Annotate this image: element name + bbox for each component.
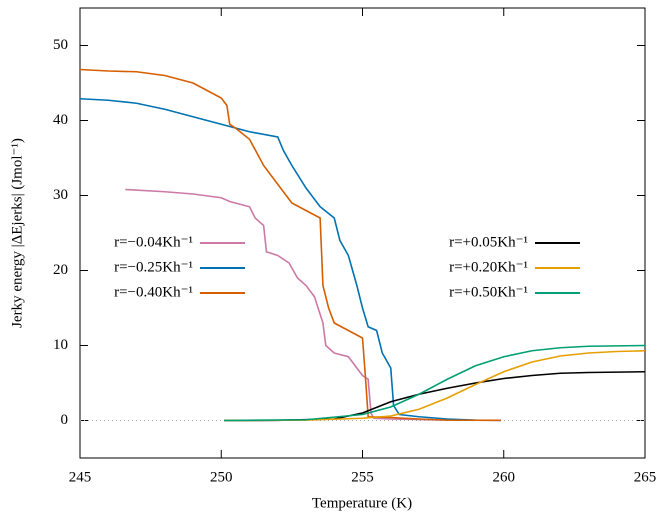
y-tick-label: 40	[53, 112, 68, 128]
y-tick-label: 0	[61, 412, 69, 428]
y-tick-label: 10	[53, 337, 68, 353]
series-line	[224, 344, 646, 422]
x-tick-label: 265	[634, 469, 657, 485]
series-line	[224, 349, 646, 422]
x-tick-label: 250	[210, 469, 233, 485]
legend-label: r=+0.20Kh⁻¹	[449, 259, 528, 275]
legend-label: r=+0.50Kh⁻¹	[449, 284, 528, 300]
x-axis-label: Temperature (K)	[312, 495, 412, 511]
series-line	[224, 370, 646, 422]
legend-label: r=−0.25Kh⁻¹	[114, 259, 193, 275]
legend-label: r=−0.04Kh⁻¹	[114, 234, 193, 250]
y-tick-label: 50	[53, 37, 68, 53]
legend-label: r=−0.40Kh⁻¹	[114, 284, 193, 300]
x-tick-label: 245	[69, 469, 92, 485]
legend-label: r=+0.05Kh⁻¹	[449, 234, 528, 250]
x-tick-label: 255	[351, 469, 374, 485]
y-tick-label: 20	[53, 262, 68, 278]
x-tick-label: 260	[493, 469, 516, 485]
series-line	[125, 188, 501, 422]
series-line	[79, 97, 501, 422]
y-axis-label: Jerky energy |ΔEjerks| (Jmol⁻¹)	[9, 138, 25, 328]
y-tick-label: 30	[53, 187, 68, 203]
series-line	[79, 68, 501, 422]
